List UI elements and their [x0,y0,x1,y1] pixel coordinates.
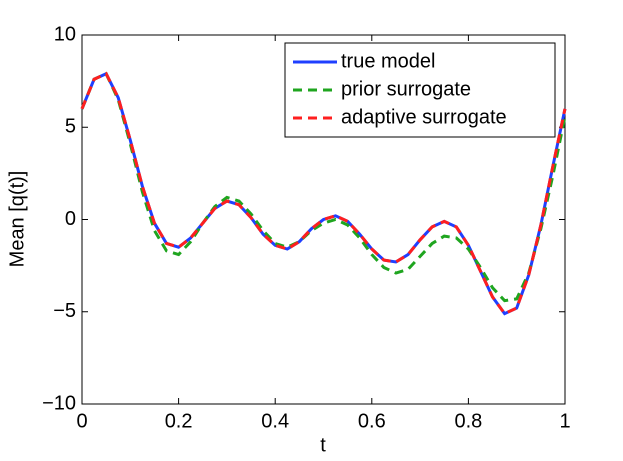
legend-label: true model [341,50,436,72]
x-axis-label: t [320,434,326,456]
x-tick-label: 1 [559,410,570,432]
y-tick-label: 5 [65,116,76,138]
x-tick-label: 0.8 [454,410,482,432]
x-tick-label: 0.6 [358,410,386,432]
y-tick-label: −5 [53,300,76,322]
series-line [80,71,567,316]
y-tick-label: 0 [65,208,76,230]
series-line [80,71,567,303]
y-tick-label: −10 [42,392,76,414]
x-tick-label: 0 [76,410,87,432]
y-axis-label: Mean [q(t)] [6,171,28,268]
legend-label: prior surrogate [341,78,471,100]
x-tick-label: 0.4 [261,410,289,432]
y-tick-label: 10 [54,23,76,45]
legend-label: adaptive surrogate [341,106,507,128]
x-tick-label: 0.2 [165,410,193,432]
